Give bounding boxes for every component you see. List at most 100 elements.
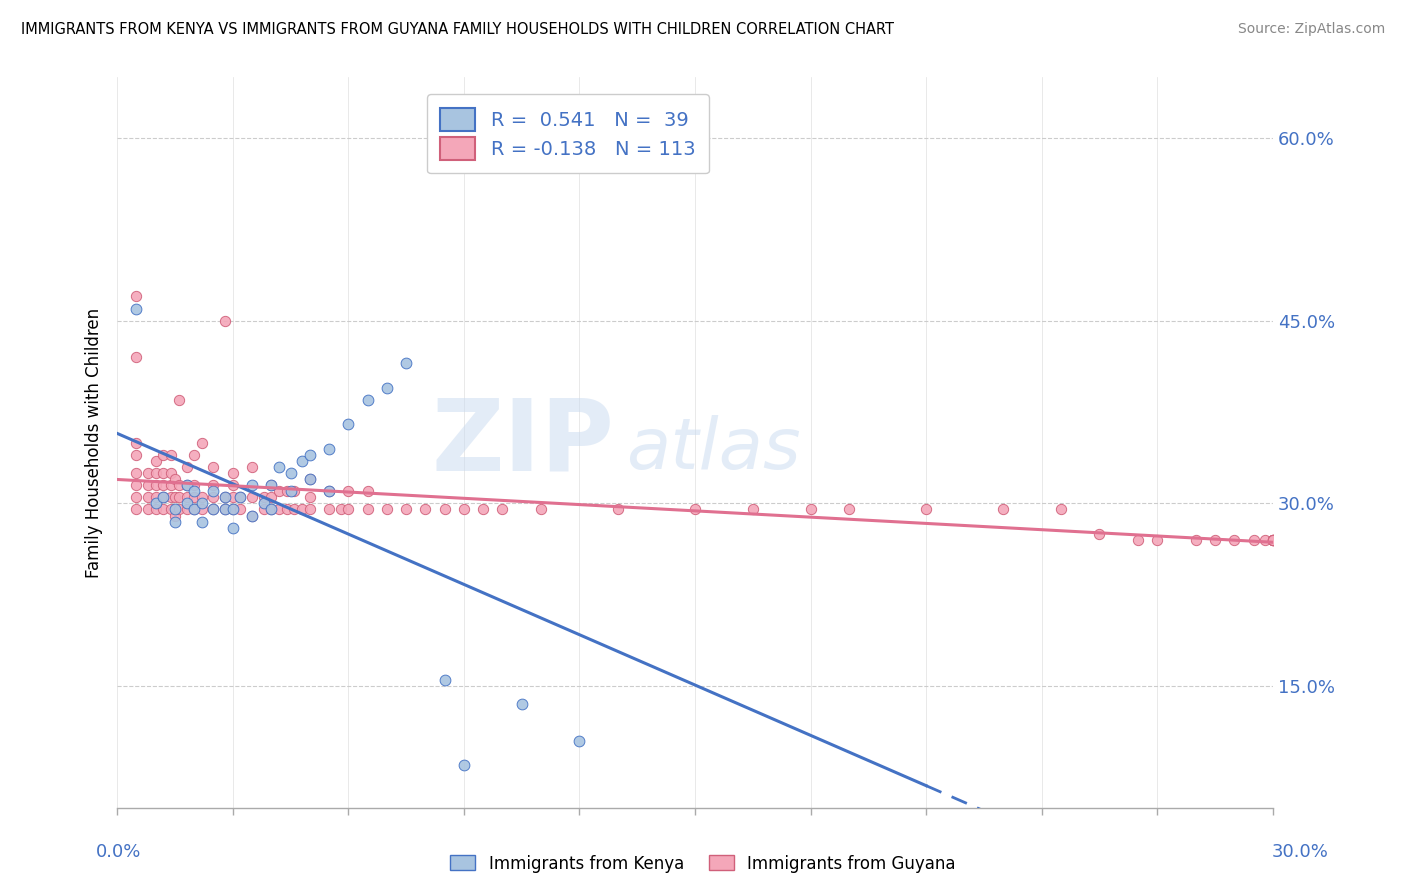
Point [125, 289, 148, 303]
Point [291, 502, 314, 516]
Point [298, 472, 321, 486]
Point [453, 758, 475, 772]
Point [1261, 533, 1284, 547]
Point [202, 491, 225, 505]
Point [145, 454, 167, 468]
Text: ZIP: ZIP [432, 394, 614, 491]
Point [838, 502, 860, 516]
Point [183, 448, 205, 462]
Point [991, 502, 1014, 516]
Point [298, 448, 321, 462]
Point [214, 491, 236, 505]
Point [125, 301, 148, 316]
Point [375, 381, 398, 395]
Point [163, 508, 186, 523]
Point [145, 496, 167, 510]
Point [160, 491, 183, 505]
Text: 0.0%: 0.0% [96, 843, 141, 861]
Point [145, 502, 167, 516]
Point [191, 435, 214, 450]
Legend: R =  0.541   N =  39, R = -0.138   N = 113: R = 0.541 N = 39, R = -0.138 N = 113 [426, 95, 709, 173]
Text: 30.0%: 30.0% [1272, 843, 1329, 861]
Point [167, 502, 190, 516]
Point [183, 478, 205, 492]
Point [260, 478, 283, 492]
Point [136, 502, 159, 516]
Point [283, 502, 305, 516]
Point [176, 496, 198, 510]
Point [152, 502, 174, 516]
Point [191, 515, 214, 529]
Y-axis label: Family Households with Children: Family Households with Children [86, 308, 103, 578]
Point [152, 448, 174, 462]
Point [1184, 533, 1206, 547]
Point [222, 502, 245, 516]
Point [283, 484, 305, 499]
Point [337, 502, 360, 516]
Point [1146, 533, 1168, 547]
Point [260, 502, 283, 516]
Point [163, 491, 186, 505]
Point [433, 502, 456, 516]
Point [183, 484, 205, 499]
Point [183, 491, 205, 505]
Point [136, 491, 159, 505]
Point [280, 484, 302, 499]
Point [395, 356, 418, 370]
Point [453, 502, 475, 516]
Point [214, 502, 236, 516]
Point [222, 478, 245, 492]
Point [1254, 533, 1277, 547]
Point [915, 502, 938, 516]
Point [125, 351, 148, 365]
Point [145, 491, 167, 505]
Point [267, 484, 290, 499]
Point [202, 478, 225, 492]
Point [240, 478, 263, 492]
Point [1204, 533, 1226, 547]
Point [167, 392, 190, 407]
Point [318, 502, 340, 516]
Point [356, 502, 378, 516]
Point [160, 502, 183, 516]
Point [298, 502, 321, 516]
Point [163, 515, 186, 529]
Point [260, 502, 283, 516]
Point [356, 484, 378, 499]
Point [125, 466, 148, 480]
Point [125, 478, 148, 492]
Point [280, 466, 302, 480]
Point [318, 484, 340, 499]
Point [291, 454, 314, 468]
Point [799, 502, 821, 516]
Point [741, 502, 763, 516]
Point [125, 502, 148, 516]
Point [568, 733, 591, 747]
Point [176, 478, 198, 492]
Point [176, 478, 198, 492]
Point [415, 502, 437, 516]
Point [1243, 533, 1265, 547]
Point [202, 502, 225, 516]
Point [337, 417, 360, 432]
Point [176, 491, 198, 505]
Point [240, 459, 263, 474]
Point [202, 459, 225, 474]
Point [152, 478, 174, 492]
Point [607, 502, 630, 516]
Point [683, 502, 706, 516]
Point [145, 478, 167, 492]
Point [136, 478, 159, 492]
Point [240, 508, 263, 523]
Point [395, 502, 418, 516]
Point [1261, 533, 1284, 547]
Point [202, 484, 225, 499]
Text: IMMIGRANTS FROM KENYA VS IMMIGRANTS FROM GUYANA FAMILY HOUSEHOLDS WITH CHILDREN : IMMIGRANTS FROM KENYA VS IMMIGRANTS FROM… [21, 22, 894, 37]
Point [375, 502, 398, 516]
Point [260, 478, 283, 492]
Point [152, 466, 174, 480]
Point [125, 448, 148, 462]
Point [145, 466, 167, 480]
Point [229, 491, 252, 505]
Point [152, 491, 174, 505]
